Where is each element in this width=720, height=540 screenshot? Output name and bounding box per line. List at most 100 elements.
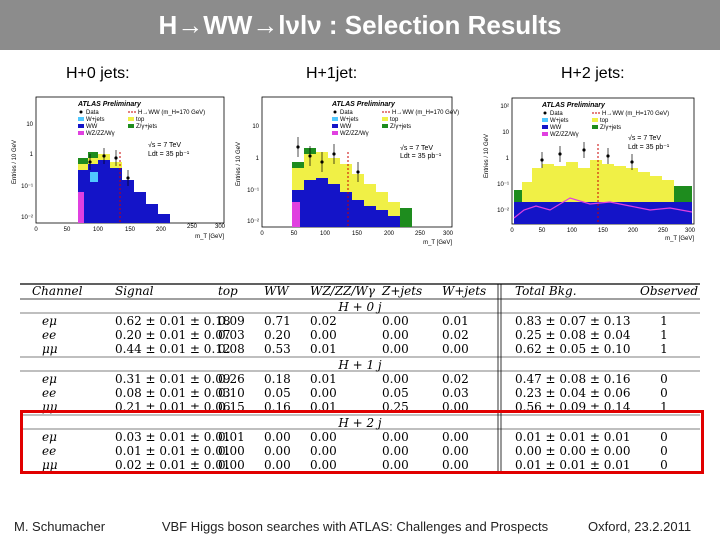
table-cell: 0.01 — [310, 372, 337, 386]
table-cell: 0.25 ± 0.08 ± 0.04 — [515, 328, 631, 342]
table-cell: 0.00 — [382, 444, 409, 458]
table-cell: eμ — [42, 314, 57, 328]
table-cell: 0.05 — [264, 386, 291, 400]
table-cell: 0.00 — [442, 458, 469, 472]
table-cell: 0.00 — [382, 342, 409, 356]
table-cell: 0.00 — [442, 430, 469, 444]
svg-text:200: 200 — [628, 228, 639, 234]
table-cell: 1 — [660, 314, 668, 328]
table-section-header: H + 2 j — [337, 416, 382, 430]
svg-text:10⁻²: 10⁻² — [497, 208, 509, 214]
plot-2-jets: Entries / 10 GeV — [480, 94, 705, 244]
svg-text:10⁻¹: 10⁻¹ — [497, 182, 509, 188]
svg-text:Z/γ+jets: Z/γ+jets — [136, 124, 157, 130]
svg-text:top: top — [390, 117, 399, 123]
svg-text:H→WW (m_H=170 GeV): H→WW (m_H=170 GeV) — [602, 111, 669, 117]
x-ticks: 0 50 100 150 200 250 300 — [260, 231, 453, 237]
data-points — [296, 137, 360, 182]
svg-text:250: 250 — [658, 228, 669, 234]
table-cell: μμ — [42, 342, 58, 356]
table-cell: 0 — [660, 458, 668, 472]
table-header-cell: Z+jets — [381, 284, 422, 298]
svg-text:WW: WW — [550, 125, 562, 131]
table-cell: 0.02 — [442, 328, 469, 342]
table-cell: 0.18 — [264, 372, 291, 386]
mc-stack — [513, 160, 693, 224]
table-cell: 0.10 — [218, 386, 245, 400]
table-cell: 0.02 ± 0.01 ± 0.01 — [115, 458, 231, 472]
table-cell: 0.00 — [218, 444, 245, 458]
table-cell: 0.71 — [264, 314, 291, 328]
plot-ylabel: Entries / 10 GeV — [484, 134, 490, 178]
table-cell: 0.20 — [264, 328, 291, 342]
plot-0-jets: Entries / 10 GeV ATLA — [8, 92, 230, 242]
svg-text:10⁻¹: 10⁻¹ — [21, 184, 33, 190]
y-ticks: 10 1 10⁻¹ 10⁻² — [21, 122, 34, 221]
table-cell: 0.00 — [264, 444, 291, 458]
table-cell: 0.05 — [382, 386, 409, 400]
table-cell: 0.00 — [310, 386, 337, 400]
plot-1-jet: Entries / 10 GeV — [232, 92, 462, 252]
table-cell: 0.02 — [310, 314, 337, 328]
table-cell: 0.01 — [218, 430, 245, 444]
svg-text:Data: Data — [340, 110, 353, 116]
label-0-jets: H+0 jets: — [66, 65, 130, 82]
table-cell: 0 — [660, 430, 668, 444]
table-cell: 0.00 — [442, 444, 469, 458]
x-ticks: 0 50 100 150 200 250 300 — [34, 224, 225, 233]
svg-text:200: 200 — [384, 231, 395, 237]
table-cell: 0.00 — [382, 314, 409, 328]
table-cell: ee — [42, 328, 56, 342]
svg-text:150: 150 — [598, 228, 609, 234]
table-cell: eμ — [42, 430, 57, 444]
table-cell: 1 — [660, 342, 668, 356]
atlas-label: ATLAS Preliminary — [541, 102, 606, 109]
svg-text:10⁻²: 10⁻² — [247, 219, 259, 225]
table-cell: 0.00 — [310, 444, 337, 458]
table-cell: 0.00 — [310, 328, 337, 342]
svg-text:W+jets: W+jets — [86, 117, 105, 123]
table-cell: 0.01 — [310, 342, 337, 356]
svg-text:Z/γ+jets: Z/γ+jets — [600, 125, 621, 131]
svg-text:250: 250 — [187, 224, 198, 230]
plot-ylabel: Entries / 10 GeV — [12, 140, 18, 184]
table-cell: 0.00 — [310, 458, 337, 472]
svg-text:Data: Data — [86, 110, 99, 116]
svg-text:50: 50 — [291, 231, 298, 237]
plot-ylabel: Entries / 10 GeV — [236, 142, 242, 186]
energy-label: √s = 7 TeV — [400, 144, 433, 152]
footer-place-date: Oxford, 23.2.2011 — [588, 519, 692, 534]
table-cell: 0.00 — [264, 458, 291, 472]
table-cell: 0.08 ± 0.01 ± 0.03 — [115, 386, 231, 400]
svg-text:0: 0 — [260, 231, 264, 237]
table-cell: 0.01 ± 0.01 ± 0.01 — [115, 444, 231, 458]
footer-author: M. Schumacher — [14, 519, 106, 534]
svg-text:Data: Data — [550, 111, 563, 117]
table-cell: 0.00 — [218, 458, 245, 472]
svg-text:100: 100 — [567, 228, 578, 234]
table-header-cell: Signal — [115, 284, 154, 298]
svg-text:WW: WW — [86, 124, 98, 130]
table-cell: 0.26 — [218, 372, 245, 386]
table-cell: ee — [42, 386, 56, 400]
table-cell: 0.00 — [264, 430, 291, 444]
table-cell: 1 — [660, 328, 668, 342]
table-cell: 0.00 — [442, 342, 469, 356]
table-cell: ee — [42, 444, 56, 458]
svg-text:H→WW (m_H=170 GeV): H→WW (m_H=170 GeV) — [392, 110, 459, 116]
plot-xlabel: m_T [GeV] — [423, 240, 452, 246]
svg-text:200: 200 — [156, 227, 167, 233]
table-header-cell: top — [218, 284, 238, 298]
lumi-label: Ldt = 35 pb⁻¹ — [628, 144, 670, 151]
plot-xlabel: m_T [GeV] — [195, 234, 224, 240]
svg-text:1: 1 — [506, 156, 510, 162]
table-section-header: H + 0 j — [337, 300, 382, 314]
table-cell: 0.03 — [442, 386, 469, 400]
highlight-box-2jets — [20, 410, 704, 474]
table-cell: eμ — [42, 372, 57, 386]
svg-text:150: 150 — [352, 231, 363, 237]
x-ticks: 0 50 100 150 200 250 300 — [510, 228, 695, 234]
table-cell: 0.31 ± 0.01 ± 0.09 — [115, 372, 231, 386]
svg-text:H→WW (m_H=170 GeV): H→WW (m_H=170 GeV) — [138, 110, 205, 116]
table-cell: 0.83 ± 0.07 ± 0.13 — [515, 314, 631, 328]
